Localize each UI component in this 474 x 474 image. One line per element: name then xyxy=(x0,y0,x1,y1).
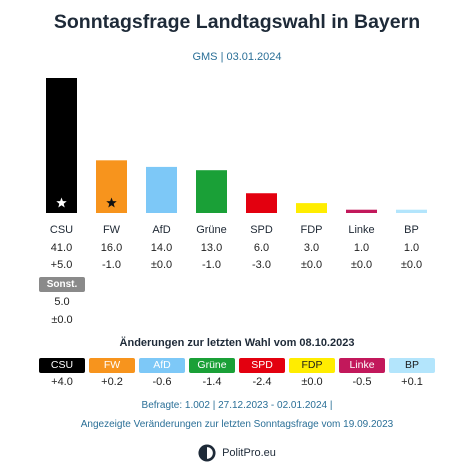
sonstige-change: ±0.0 xyxy=(51,314,73,326)
value-label: 14.0 xyxy=(151,242,172,254)
change-value: +0.1 xyxy=(401,376,423,388)
change-value: +4.0 xyxy=(51,376,73,388)
change-label: -1.0 xyxy=(102,259,121,271)
change-value: -2.4 xyxy=(252,376,272,388)
election-change-spd: SPD -2.4 xyxy=(239,358,285,388)
election-changes-row: CSU +4.0 FW +0.2 AfD -0.6 Grüne -1.4 SPD -2.4 FDP ±… xyxy=(0,358,474,398)
bar-afd xyxy=(146,166,177,213)
change-label: -1.0 xyxy=(202,259,221,271)
bar-csu xyxy=(46,78,77,213)
change-label: -3.0 xyxy=(252,259,271,271)
change-label: ±0.0 xyxy=(351,259,372,271)
party-badge: AfD xyxy=(139,358,185,373)
category-label: Grüne xyxy=(196,224,227,236)
category-label: AfD xyxy=(152,224,170,236)
value-label: 41.0 xyxy=(51,242,72,254)
election-change-fdp: FDP ±0.0 xyxy=(289,358,335,388)
bar-fdp xyxy=(296,203,327,213)
category-label: SPD xyxy=(250,224,273,236)
value-label: 1.0 xyxy=(354,242,369,254)
party-badge: SPD xyxy=(239,358,285,373)
footer-respondents: Befragte: 1.002 | 27.12.2023 - 02.01.202… xyxy=(141,400,333,411)
chart-subtitle: GMS | 03.01.2024 xyxy=(192,51,282,63)
change-label: +5.0 xyxy=(51,259,73,271)
value-label: 13.0 xyxy=(201,242,222,254)
value-label: 3.0 xyxy=(304,242,319,254)
chart-title: Sonntagsfrage Landtagswahl in Bayern xyxy=(53,11,421,33)
category-label: CSU xyxy=(50,224,73,236)
category-label: BP xyxy=(404,224,419,236)
value-label: 1.0 xyxy=(404,242,419,254)
election-change-afd: AfD -0.6 xyxy=(139,358,185,388)
sonstige-badge: Sonst. xyxy=(39,277,85,292)
star-icon xyxy=(56,197,67,208)
bar-chart: CSU 41.0 +5.0 FW 16.0 -1.0 AfD 14.0 ±0.0 Grüne 13.… xyxy=(46,78,427,271)
election-changes-title: Änderungen zur letzten Wahl vom 08.10.20… xyxy=(119,337,355,349)
party-badge: FDP xyxy=(289,358,335,373)
category-label: FDP xyxy=(301,224,323,236)
sonstige-value: 5.0 xyxy=(54,296,70,308)
bar-linke xyxy=(346,209,377,213)
election-change-bp: BP +0.1 xyxy=(389,358,435,388)
bar-grüne xyxy=(196,170,227,213)
change-label: ±0.0 xyxy=(401,259,422,271)
party-badge: FW xyxy=(89,358,135,373)
party-badge: CSU xyxy=(39,358,85,373)
footer-note: Angezeigte Veränderungen zur letzten Son… xyxy=(80,419,394,430)
change-value: -1.4 xyxy=(202,376,222,388)
election-change-grüne: Grüne -1.4 xyxy=(189,358,235,388)
change-label: ±0.0 xyxy=(301,259,322,271)
party-badge: Linke xyxy=(339,358,385,373)
value-label: 6.0 xyxy=(254,242,269,254)
bar-spd xyxy=(246,193,277,213)
party-badge: BP xyxy=(389,358,435,373)
party-badge: Grüne xyxy=(189,358,235,373)
brand-name: PolitPro.eu xyxy=(222,447,276,459)
value-label: 16.0 xyxy=(101,242,122,254)
change-value: +0.2 xyxy=(101,376,123,388)
change-value: -0.6 xyxy=(152,376,172,388)
change-label: ±0.0 xyxy=(151,259,172,271)
star-icon xyxy=(106,197,117,208)
politpro-logo-icon xyxy=(198,444,216,462)
election-change-fw: FW +0.2 xyxy=(89,358,135,388)
brand[interactable]: PolitPro.eu xyxy=(0,443,474,463)
category-label: Linke xyxy=(348,224,374,236)
election-change-csu: CSU +4.0 xyxy=(39,358,85,388)
category-label: FW xyxy=(103,224,121,236)
election-change-linke: Linke -0.5 xyxy=(339,358,385,388)
change-value: -0.5 xyxy=(352,376,372,388)
bar-bp xyxy=(396,209,427,213)
change-value: ±0.0 xyxy=(301,376,323,388)
